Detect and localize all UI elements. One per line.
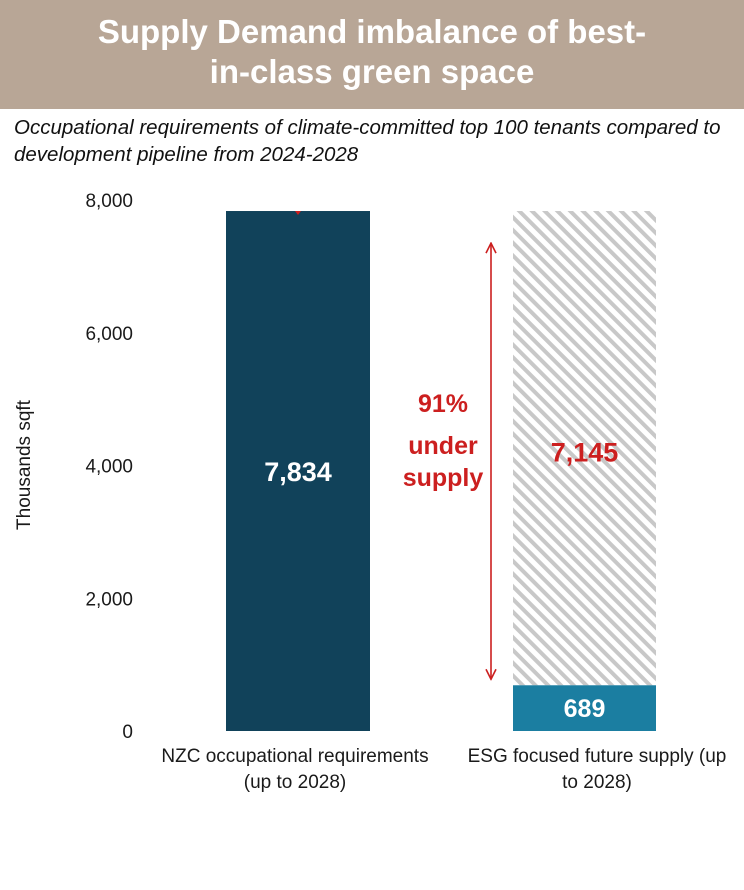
gap-value-label: 7,145 [551, 438, 619, 468]
annotation-line-2: under [408, 432, 478, 460]
y-axis-title: Thousands sqft [14, 399, 35, 530]
y-tick-label: 4,000 [85, 457, 133, 478]
gap-hatched-bar [513, 211, 656, 686]
y-tick-label: 0 [122, 722, 133, 743]
chart-title: Supply Demand imbalance of best-in-class… [97, 12, 647, 90]
x-category-label-supply: ESG focused future supply (up to 2028) [467, 746, 727, 793]
annotation-line-3: supply [403, 464, 484, 492]
supply-value-label: 689 [564, 695, 606, 723]
demand-bar [226, 211, 370, 731]
annotation-line-1: 91% [418, 390, 468, 418]
x-category-label-demand: NZC occupational requirements (up to 202… [161, 746, 429, 793]
demand-top-marker [295, 211, 301, 216]
demand-value-label: 7,834 [264, 457, 332, 487]
y-tick-label: 6,000 [85, 324, 133, 345]
y-tick-label: 8,000 [85, 191, 133, 212]
y-tick-label: 2,000 [85, 589, 133, 610]
chart-subtitle: Occupational requirements of climate-com… [14, 116, 721, 166]
supply-bar [513, 685, 656, 731]
title-banner: Supply Demand imbalance of best-in-class… [0, 0, 744, 109]
